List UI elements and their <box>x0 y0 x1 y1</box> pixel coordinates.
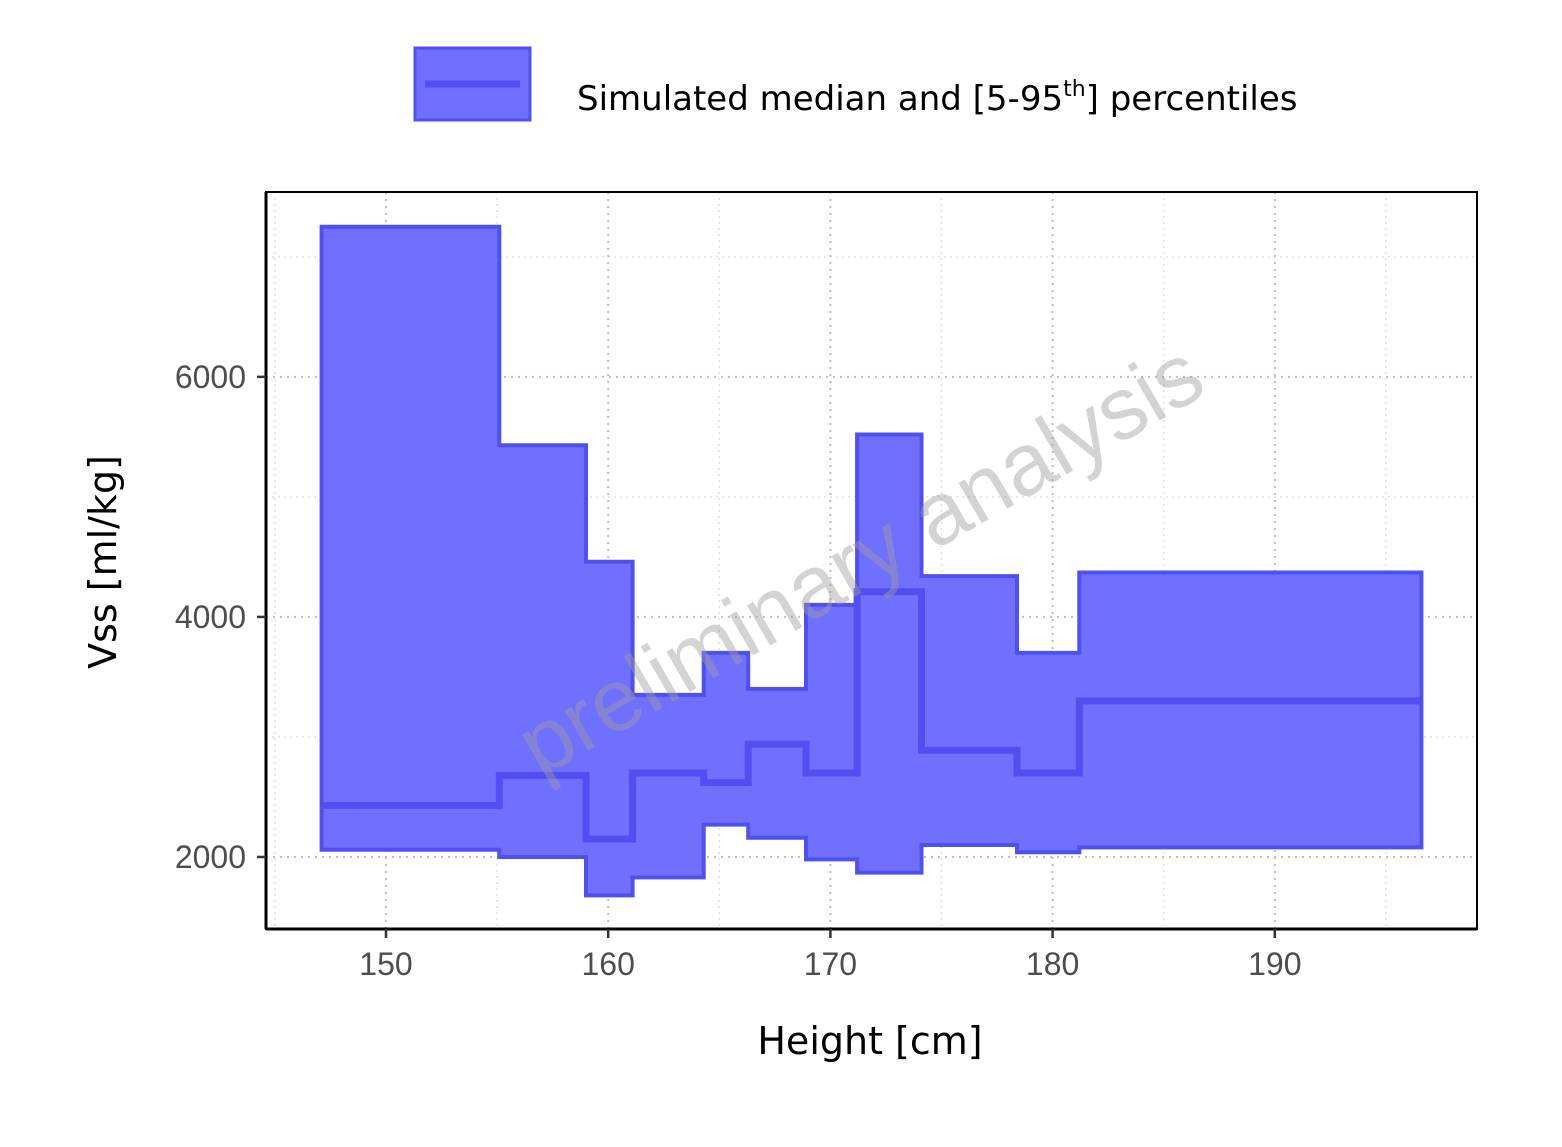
x-tick-label: 180 <box>1026 946 1079 982</box>
median-layer <box>321 588 1422 843</box>
y-axis-ticks: 2000 4000 6000 <box>175 359 266 875</box>
legend: Simulated median and [5-95th] percentile… <box>413 46 1297 122</box>
ribbon-layer <box>319 224 1424 898</box>
x-tick-label: 170 <box>804 946 857 982</box>
y-tick-label: 6000 <box>175 359 246 395</box>
x-axis-ticks: 150 160 170 180 190 <box>359 929 1301 982</box>
legend-label-superscript: th <box>1063 77 1086 102</box>
y-axis-title: Vss [ml/kg] <box>81 455 125 669</box>
x-tick-label: 190 <box>1248 946 1301 982</box>
percentile-ribbon <box>319 224 1424 898</box>
x-tick-label: 160 <box>581 946 634 982</box>
x-tick-label: 150 <box>359 946 412 982</box>
legend-label-main: Simulated median and [5-95 <box>577 79 1063 119</box>
median-line <box>321 588 1422 843</box>
x-axis-title: Height [cm] <box>757 1019 982 1063</box>
legend-label: Simulated median and [5-95th] percentile… <box>577 77 1297 119</box>
legend-label-tail: ] percentiles <box>1086 79 1298 119</box>
y-tick-label: 2000 <box>175 839 246 875</box>
y-tick-label: 4000 <box>175 599 246 635</box>
